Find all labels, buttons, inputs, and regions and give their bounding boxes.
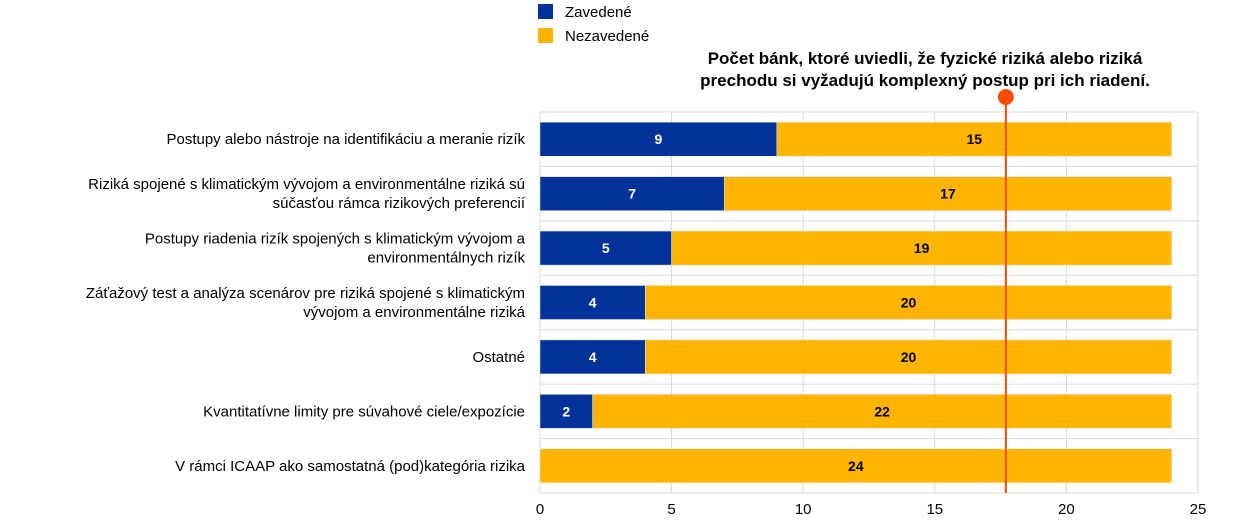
bar-zavedene-5 <box>539 394 593 429</box>
legend-swatch-zavedene <box>538 4 553 19</box>
category-label-4: Ostatné <box>472 349 525 366</box>
data-label-zavedene-3: 4 <box>589 295 597 311</box>
category-label-1-line-1: súčasťou rámca rizikových preferencií <box>273 195 526 212</box>
legend-label-nezavedene: Nezavedené <box>565 28 649 45</box>
reference-line-marker <box>997 89 1014 105</box>
bar-zavedene-2 <box>539 230 672 266</box>
bar-nezavedene-4 <box>645 339 1172 375</box>
data-label-zavedene-1: 7 <box>628 186 636 202</box>
bar-nezavedene-5 <box>592 394 1172 429</box>
bar-nezavedene-2 <box>671 230 1172 266</box>
legend-swatch-nezavedene <box>538 28 553 43</box>
category-label-0: Postupy alebo nástroje na identifikáciu … <box>166 131 525 148</box>
x-tick-label-3: 15 <box>926 501 943 518</box>
data-label-nezavedene-4: 20 <box>901 349 917 365</box>
x-tick-label-2: 10 <box>795 501 812 518</box>
bar-nezavedene-0 <box>776 121 1172 157</box>
data-label-zavedene-2: 5 <box>602 240 610 256</box>
data-label-nezavedene-5: 22 <box>874 403 890 419</box>
legend-label-zavedene: Zavedené <box>565 4 632 21</box>
bar-zavedene-4 <box>539 339 646 375</box>
category-label-2-line-0: Postupy riadenia rizík spojených s klima… <box>145 231 526 248</box>
bar-nezavedene-3 <box>645 285 1172 320</box>
x-tick-label-4: 20 <box>1058 501 1075 518</box>
category-label-1-line-0: Riziká spojené s klimatickým vývojom a e… <box>88 176 525 193</box>
category-label-5: Kvantitatívne limity pre súvahové ciele/… <box>203 403 525 420</box>
category-label-3-line-0: Záťažový test a analýza scenárov pre riz… <box>86 285 525 302</box>
x-tick-label-0: 0 <box>536 501 544 518</box>
data-label-zavedene-0: 9 <box>655 131 663 147</box>
bar-zavedene-3 <box>539 285 646 320</box>
data-label-nezavedene-0: 15 <box>966 131 982 147</box>
x-tick-label-5: 25 <box>1190 501 1207 518</box>
reference-annotation-line-0: Počet bánk, ktoré uviedli, že fyzické ri… <box>708 49 1143 68</box>
data-label-nezavedene-1: 17 <box>940 186 956 202</box>
category-label-3-line-1: vývojom a environmentálne riziká <box>303 304 525 321</box>
data-label-nezavedene-3: 20 <box>901 295 917 311</box>
data-label-zavedene-5: 2 <box>562 403 570 419</box>
bar-nezavedene-1 <box>723 176 1172 211</box>
bar-zavedene-1 <box>539 176 725 211</box>
data-label-zavedene-4: 4 <box>589 349 597 365</box>
reference-annotation-line-1: prechodu si vyžadujú komplexný postup pr… <box>700 71 1150 90</box>
bar-nezavedene-6 <box>539 448 1172 484</box>
data-label-nezavedene-2: 19 <box>914 240 930 256</box>
x-tick-label-1: 5 <box>667 501 675 518</box>
data-label-nezavedene-6: 24 <box>848 458 864 474</box>
category-label-6: V rámci ICAAP ako samostatná (pod)kategó… <box>175 458 526 475</box>
category-label-2-line-1: environmentálnych rizík <box>367 250 525 267</box>
